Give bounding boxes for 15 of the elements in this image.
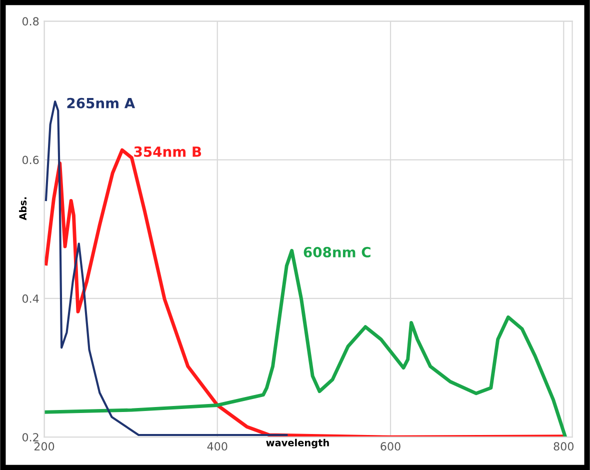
line-series — [44, 148, 566, 438]
x-axis-title: wavelength — [266, 438, 329, 448]
y-tick-label: 0.6 — [22, 156, 39, 164]
y-axis-title: Abs. — [19, 197, 27, 220]
series-label: 608nm C — [304, 246, 370, 258]
y-tick-label: 0.8 — [22, 17, 39, 26]
y-tick-label: 0.4 — [22, 294, 39, 303]
x-tick-label: 600 — [380, 442, 400, 451]
x-tick-label: 400 — [207, 442, 228, 451]
line-series — [44, 248, 568, 438]
series-label: 265nm A — [67, 98, 136, 108]
x-tick-label: 800 — [554, 442, 574, 451]
series-label: 354nm B — [134, 146, 202, 157]
y-tick-label: 0.2 — [22, 433, 38, 442]
x-tick-label: 200 — [34, 442, 54, 451]
